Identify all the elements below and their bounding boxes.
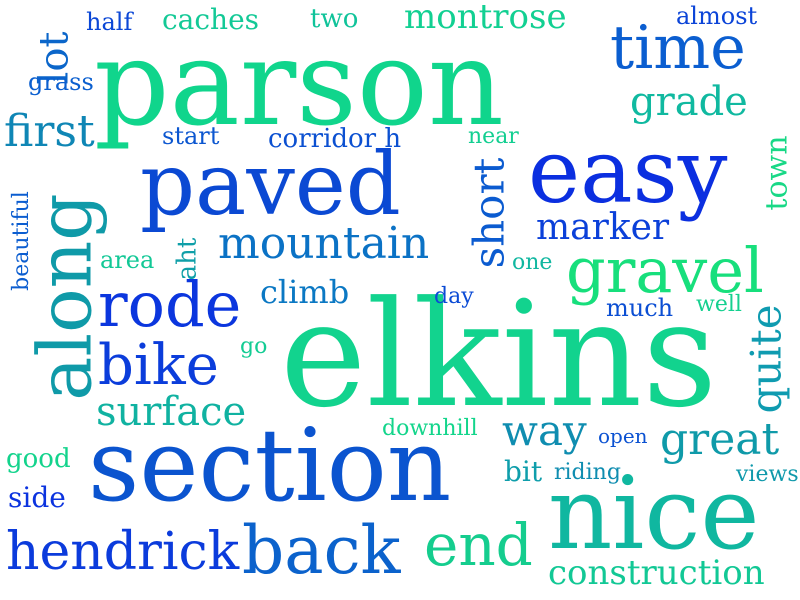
word-time: time — [610, 13, 746, 83]
word-grade: grade — [630, 79, 748, 125]
word-gravel: gravel — [566, 234, 764, 307]
word-almost: almost — [676, 2, 758, 30]
word-great: great — [660, 414, 780, 465]
word-half: half — [86, 8, 133, 36]
word-elkins: elkins — [280, 270, 718, 440]
word-caches: caches — [162, 3, 260, 36]
word-back: back — [242, 512, 401, 589]
word-side: side — [8, 481, 66, 514]
word-good: good — [6, 444, 71, 474]
word-bike: bike — [98, 333, 219, 398]
word-town: town — [759, 135, 795, 211]
word-paved: paved — [140, 135, 401, 235]
word-way: way — [502, 406, 587, 455]
word-parson: parson — [94, 14, 504, 152]
word-construction: construction — [548, 553, 765, 593]
word-first: first — [4, 106, 95, 157]
word-go: go — [240, 334, 268, 359]
word-area: area — [100, 246, 155, 274]
word-montrose: montrose — [404, 0, 567, 37]
word-downhill: downhill — [382, 416, 478, 441]
word-one: one — [512, 250, 553, 275]
word-near: near — [468, 124, 519, 149]
word-open: open — [598, 424, 648, 448]
word-views: views — [736, 462, 799, 487]
word-day: day — [434, 284, 474, 309]
word-mountain: mountain — [218, 218, 430, 269]
word-nice: nice — [548, 455, 760, 572]
word-two: two — [310, 4, 359, 34]
word-surface: surface — [96, 389, 247, 435]
word-much: much — [606, 294, 674, 322]
word-section: section — [88, 407, 452, 524]
word-hendrick: hendrick — [6, 522, 240, 582]
word-well: well — [696, 292, 742, 317]
word-corridor-h: corridor h — [268, 124, 402, 154]
word-quite: quite — [741, 304, 791, 414]
word-easy: easy — [528, 120, 728, 223]
word-marker: marker — [536, 207, 670, 248]
word-start: start — [162, 122, 220, 150]
word-along: along — [22, 193, 109, 401]
word-bit: bit — [504, 455, 543, 488]
word-rode: rode — [98, 268, 242, 341]
word-climb: climb — [260, 273, 350, 311]
word-beautiful: beautiful — [8, 191, 34, 291]
word-riding: riding — [554, 460, 621, 485]
word-end: end — [424, 511, 533, 579]
word-short: short — [464, 157, 514, 269]
word-grass: grass — [28, 68, 94, 96]
word-aht: aht — [172, 237, 203, 281]
